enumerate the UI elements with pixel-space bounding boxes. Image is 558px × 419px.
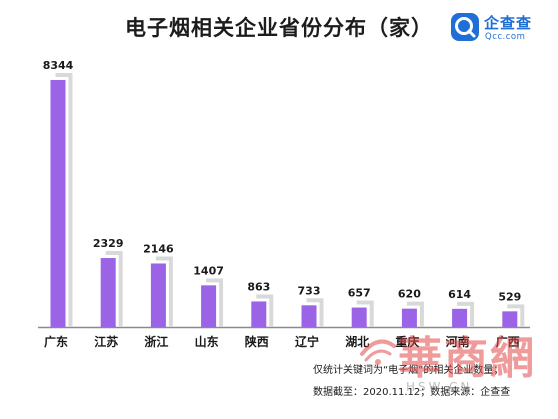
bar [502, 311, 518, 327]
x-tick-label: 湖北 [345, 334, 369, 349]
bar [201, 285, 217, 327]
x-tick-label: 广西 [496, 334, 520, 349]
footnote-source: 数据截至：2020.11.12；数据来源：企查查 [313, 387, 511, 398]
x-tick-label: 浙江 [144, 334, 168, 349]
bar-value-label: 529 [498, 290, 521, 303]
qcc-logo-icon [451, 13, 479, 41]
bar-value-label: 620 [398, 288, 421, 301]
x-tick-label: 重庆 [395, 334, 419, 349]
bar-shadow [507, 304, 525, 327]
bar-value-label: 733 [298, 284, 321, 297]
bar-shadow [457, 301, 475, 327]
bar [251, 301, 267, 327]
qcc-brand: 企查查 Qcc.com [450, 10, 550, 46]
bar [50, 80, 66, 327]
x-tick-label: 山东 [195, 334, 219, 349]
x-tick-label: 辽宁 [295, 334, 319, 349]
bar-value-label: 863 [247, 280, 270, 293]
bar-shadow [306, 298, 324, 327]
brand-url: Qcc.com [485, 32, 526, 42]
bar [452, 308, 468, 327]
watermark-text: 華商網 [398, 333, 536, 384]
bar-value-label: 614 [448, 288, 471, 301]
brand-name: 企查查 [484, 14, 533, 32]
footnote-scope: 仅统计关键词为“电子烟”的相关企业数量； [313, 365, 504, 376]
x-tick-label: 河南 [445, 334, 470, 349]
bar-value-label: 2146 [143, 242, 174, 255]
hsw-logo-icon [360, 339, 396, 365]
bar-shadow [256, 294, 274, 327]
bar-shadow [356, 300, 374, 327]
bar-shadow [105, 251, 123, 327]
bar [351, 307, 367, 327]
bar [100, 258, 116, 327]
bar-shadow [406, 301, 424, 327]
bar [150, 263, 166, 327]
x-tick-label: 江苏 [94, 334, 118, 349]
x-tick-label: 陕西 [245, 334, 269, 349]
bar [401, 308, 417, 327]
bar-shadow [206, 278, 224, 327]
bar-value-label: 2329 [93, 237, 124, 250]
x-tick-label: 广东 [44, 334, 68, 349]
chart-title: 电子烟相关企业省份分布（家） [125, 16, 433, 40]
watermark-sub: HSW.CN [406, 380, 473, 394]
hsw-watermark: 華商網 HSW.CN [358, 322, 554, 414]
bar-value-label: 8344 [43, 59, 74, 72]
bar-value-label: 1407 [193, 264, 224, 277]
bar [301, 305, 317, 327]
bar-shadow [155, 256, 173, 327]
bar-shadow [55, 73, 73, 327]
bar-value-label: 657 [348, 287, 371, 300]
